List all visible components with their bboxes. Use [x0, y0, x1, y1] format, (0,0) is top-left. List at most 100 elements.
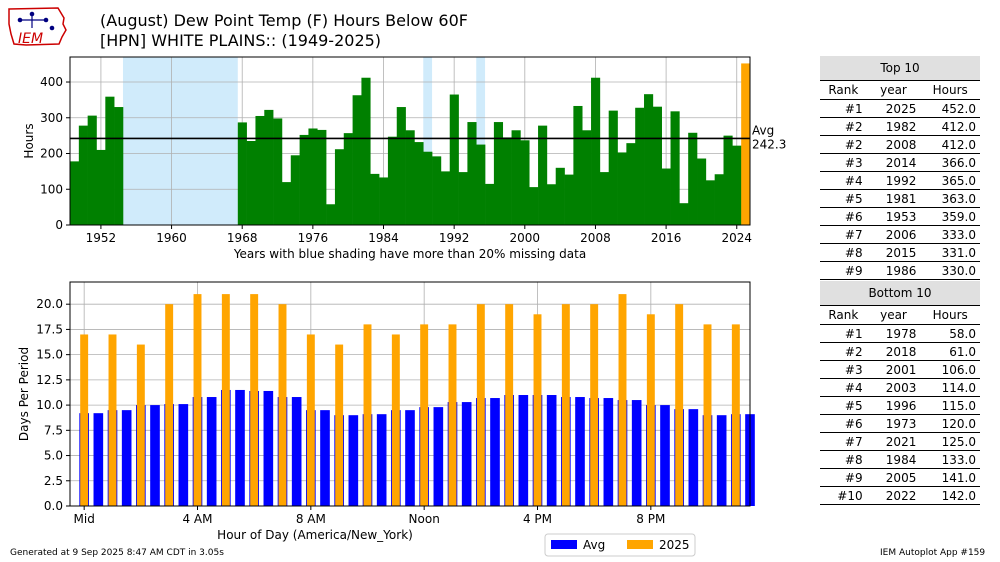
hours-cell: 141.0 — [920, 468, 980, 487]
table-row: #10 2022 142.0 — [820, 486, 980, 505]
avg-bar — [320, 410, 330, 506]
bar-2017 — [670, 111, 680, 225]
iem-logo: IEM — [8, 7, 67, 47]
legend-label-2025: 2025 — [659, 538, 690, 552]
y-tick-label: 0 — [55, 218, 63, 232]
rank-cell: #3 — [820, 153, 867, 172]
bar-1953 — [105, 96, 115, 225]
footer-app: IEM Autoplot App #159 — [880, 548, 986, 558]
avg-bar — [150, 405, 160, 506]
bar-1991 — [440, 171, 451, 225]
year-cell: 1978 — [866, 324, 921, 343]
avg-bar — [631, 400, 642, 506]
chart-title: (August) Dew Point Temp (F) Hours Below … — [100, 11, 468, 30]
x-tick-label: 2016 — [651, 231, 682, 245]
bar-2004 — [555, 167, 565, 225]
bar-1987 — [405, 130, 415, 225]
avg-bar — [376, 414, 387, 506]
current-year-bar — [278, 304, 287, 506]
current-year-bar — [675, 304, 684, 506]
bar-2019 — [688, 132, 698, 225]
year-cell: 2006 — [866, 225, 921, 244]
table-row: #2 1982 412.0 — [820, 117, 980, 136]
bar-1983 — [370, 173, 380, 225]
table-row: #6 1973 120.0 — [820, 414, 980, 433]
top10-table: Top 10 Rank year Hours #1 2025 452.0 #2 1982… — [820, 56, 980, 280]
year-cell: 2025 — [866, 99, 921, 118]
bar-2024 — [732, 145, 742, 225]
y-tick-label: 20.0 — [36, 297, 63, 311]
rank-cell: #5 — [820, 189, 867, 208]
missing-data-shade — [423, 57, 433, 225]
rank-cell: #7 — [820, 225, 867, 244]
x-tick-label: 2024 — [721, 231, 752, 245]
current-year-bar — [420, 324, 429, 506]
x-tick-label: 1960 — [156, 231, 187, 245]
current-year-bar — [533, 314, 542, 506]
year-cell: 1996 — [866, 396, 921, 415]
bar-1977 — [317, 129, 327, 225]
y-tick-label: 5.0 — [44, 449, 63, 463]
table-row: #5 1981 363.0 — [820, 189, 980, 208]
bar-2006 — [573, 105, 583, 225]
rank-cell: #9 — [820, 468, 867, 487]
chart-subtitle: [HPN] WHITE PLAINS:: (1949-2025) — [100, 31, 382, 50]
bar-2022 — [714, 174, 724, 225]
table-row: #3 2001 106.0 — [820, 360, 980, 379]
y-tick-label: 2.5 — [44, 474, 63, 488]
bar-2018 — [679, 203, 689, 225]
bar-2015 — [652, 106, 662, 225]
current-year-bar — [731, 324, 740, 506]
current-year-bar — [448, 324, 457, 506]
bar-2011 — [617, 152, 627, 225]
avg-bar — [121, 410, 132, 506]
rank-cell: #2 — [820, 117, 867, 136]
y-tick-label: 200 — [40, 147, 63, 161]
rank-cell: #2 — [820, 135, 867, 154]
bar-1951 — [87, 115, 97, 225]
avg-bar — [716, 415, 727, 506]
bar-1985 — [387, 136, 398, 225]
year-cell: 1981 — [866, 189, 921, 208]
year-cell: 2005 — [866, 468, 921, 487]
current-year-bar — [136, 344, 145, 506]
bar-1981 — [352, 95, 362, 225]
hours-cell: 106.0 — [920, 360, 980, 379]
bar-1976 — [308, 128, 318, 225]
current-year-bar — [335, 344, 344, 506]
bar-2001 — [529, 187, 539, 225]
hours-cell: 120.0 — [920, 414, 980, 433]
current-year-bar — [193, 294, 202, 506]
bar-1989 — [423, 151, 433, 225]
bar-1954 — [114, 107, 124, 225]
avg-bar — [461, 402, 472, 506]
table-row: #7 2006 333.0 — [820, 225, 980, 244]
y-tick-label: 300 — [40, 111, 63, 125]
table-row: #8 2015 331.0 — [820, 243, 980, 262]
bar-1990 — [432, 156, 442, 225]
bar-1984 — [379, 177, 389, 225]
table-row: #4 2003 114.0 — [820, 378, 980, 397]
avg-bar — [405, 410, 415, 506]
table-row: #2 2018 61.0 — [820, 342, 980, 361]
bar-2023 — [723, 135, 733, 225]
x-axis-label: Years with blue shading have more than 2… — [233, 247, 586, 261]
bar-1988 — [414, 142, 424, 225]
avg-bar — [93, 413, 104, 506]
y-tick-label: 0.0 — [44, 499, 63, 513]
rank-cell: #3 — [820, 360, 867, 379]
x-axis-label: Hour of Day (America/New_York) — [217, 528, 413, 542]
current-year-bar — [646, 314, 655, 506]
table-row: #1 2025 452.0 — [820, 99, 980, 118]
hours-cell: 125.0 — [920, 432, 980, 451]
bar-2009 — [599, 172, 610, 225]
x-tick-label: 4 PM — [523, 512, 552, 526]
y-axis-label: Hours — [22, 123, 36, 158]
avg-bar — [178, 404, 189, 506]
current-year-bar — [391, 334, 400, 506]
legend-label-avg: Avg — [583, 538, 605, 552]
bar-2025 — [741, 63, 751, 225]
current-year-bar — [363, 324, 372, 506]
x-tick-label: 2000 — [510, 231, 541, 245]
